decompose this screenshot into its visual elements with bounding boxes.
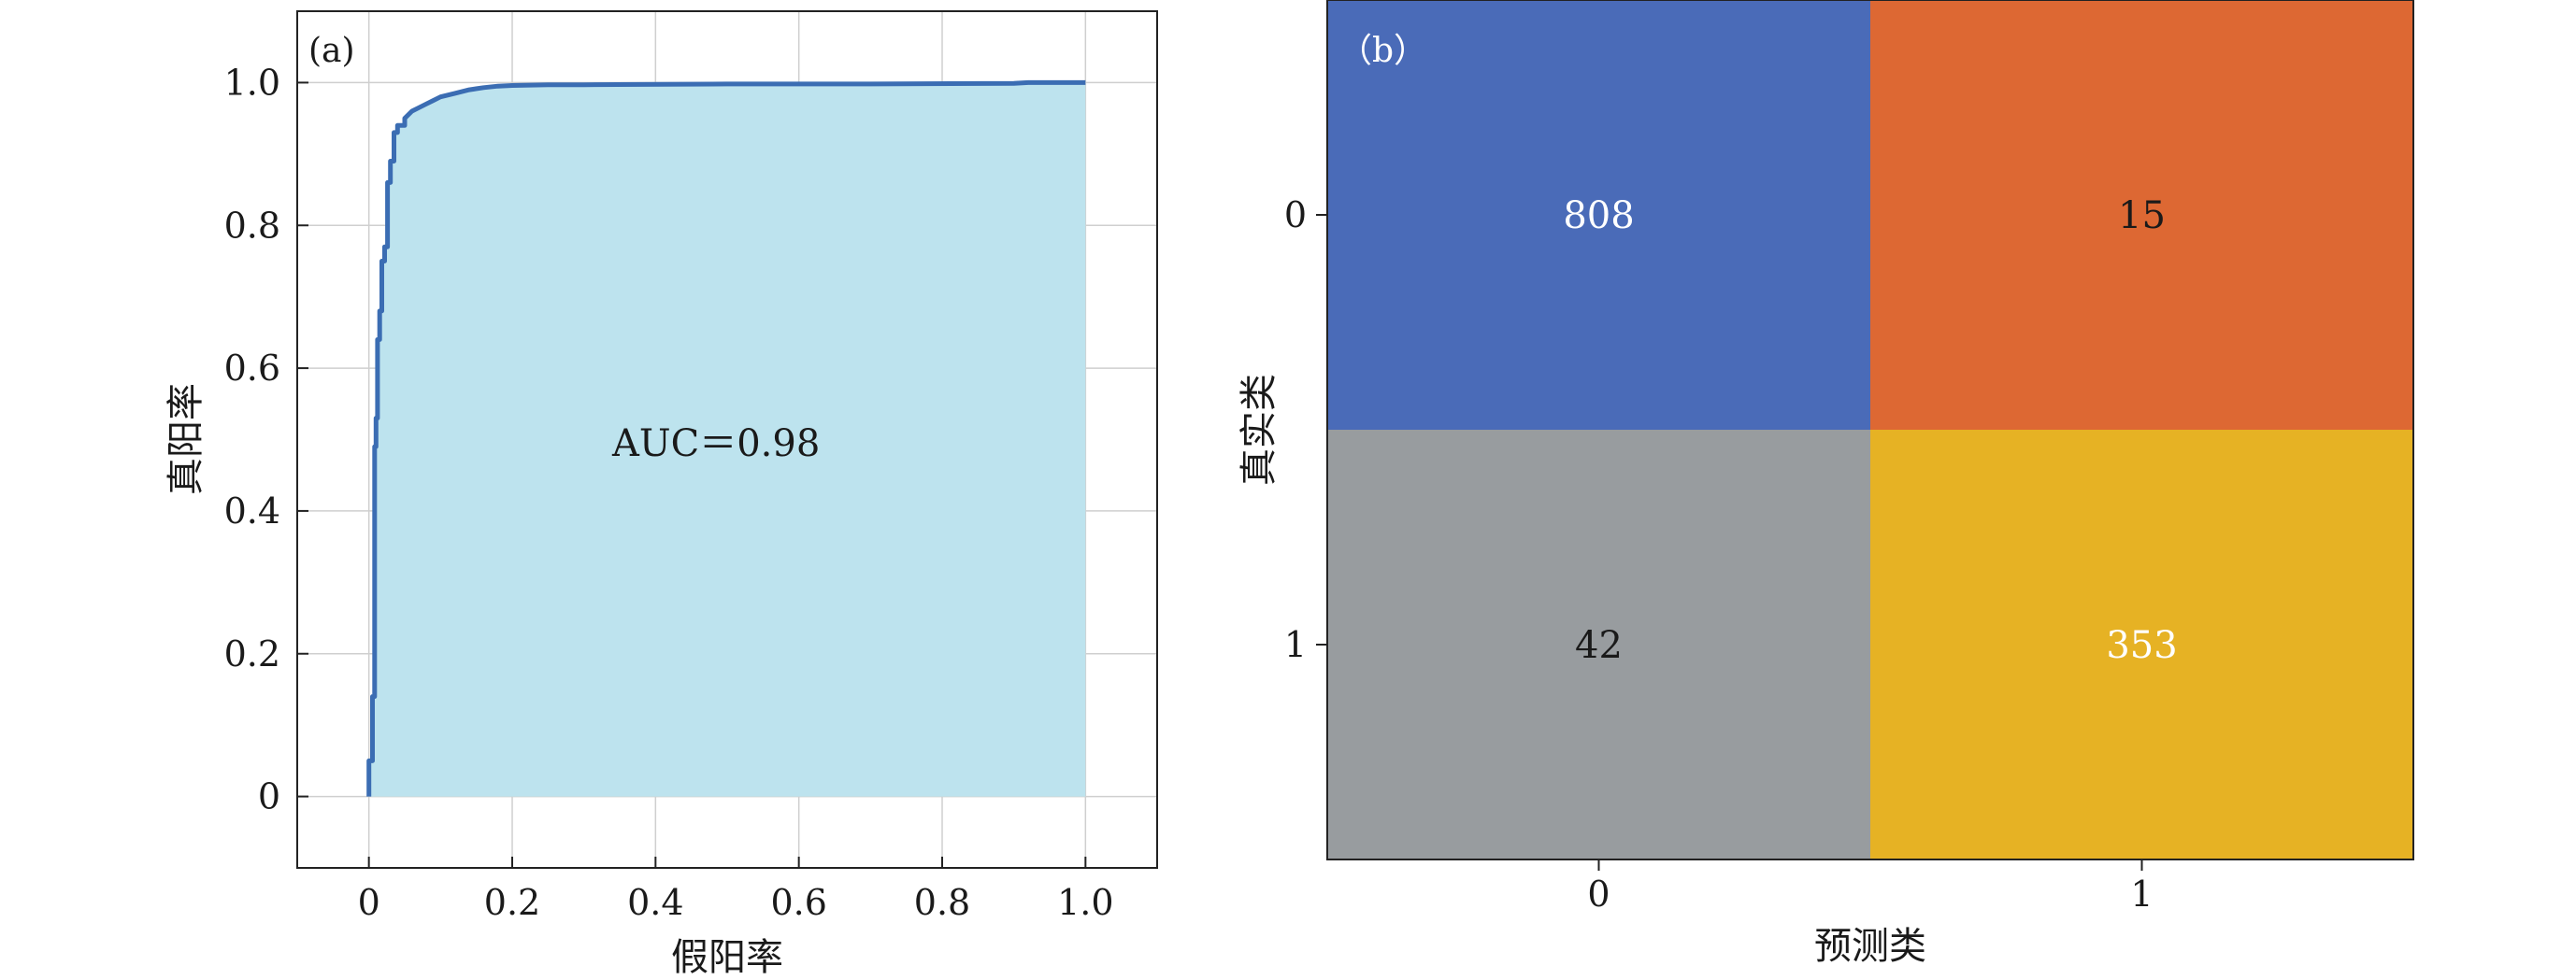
cell-true-positive: [1870, 430, 2413, 859]
roc-x-tick-label: 0.2: [484, 882, 540, 923]
roc-y-tick-label: 0: [258, 776, 280, 817]
roc-x-ticks: 0 0.2 0.4 0.6 0.8 1.0: [358, 857, 1114, 923]
roc-x-tick-label: 0: [358, 882, 380, 923]
roc-panel-label: (a): [308, 32, 355, 70]
cm-x-axis-label: 预测类: [1814, 925, 1926, 968]
cell-value-label: 42: [1575, 624, 1623, 667]
roc-panel: 0 0.2 0.4 0.6 0.8 1.0 0 0.2 0.4 0.6 0.8 1.0 (a) AU…: [165, 10, 1158, 979]
confusion-matrix-cells: 808 15 42 353: [1327, 0, 2413, 859]
cell-false-negative: [1327, 430, 1870, 859]
roc-x-tick-label: 0.8: [914, 882, 970, 923]
cell-value-label: 15: [2118, 194, 2166, 237]
cell-false-positive: [1870, 0, 2413, 430]
roc-x-axis-label: 假阳率: [671, 936, 783, 979]
roc-area: [368, 82, 1086, 797]
cm-x-tick-label: 1: [2130, 873, 2153, 915]
roc-y-tick-label: 0.4: [224, 490, 280, 532]
roc-line: [366, 79, 1086, 797]
cm-y-ticks: 01: [1284, 194, 1327, 665]
roc-y-tick-label: 1.0: [224, 62, 280, 103]
roc-y-ticks: 0 0.2 0.4 0.6 0.8 1.0: [224, 62, 308, 817]
cm-x-tick-label: 0: [1587, 873, 1610, 915]
roc-y-tick-label: 0.2: [224, 633, 280, 675]
roc-x-tick-label: 0.4: [627, 882, 683, 923]
roc-frame: [296, 10, 1158, 869]
roc-x-tick-label: 0.6: [770, 882, 826, 923]
cell-true-negative: [1327, 0, 1870, 430]
cm-y-axis-label: 真实类: [1238, 374, 1281, 486]
roc-y-tick-label: 0.6: [224, 348, 280, 389]
roc-y-tick-label: 0.8: [224, 205, 280, 246]
cm-y-tick-label: 1: [1284, 624, 1307, 665]
auc-annotation: AUC＝0.98: [611, 422, 820, 465]
cell-value-label: 808: [1563, 194, 1634, 237]
cell-value-label: 353: [2106, 624, 2177, 667]
cm-panel-label: （b）: [1338, 32, 1427, 70]
cm-frame: [1326, 0, 2414, 860]
roc-x-tick-label: 1.0: [1057, 882, 1113, 923]
cm-y-tick-label: 0: [1284, 194, 1307, 235]
roc-y-axis-label: 真阳率: [165, 383, 208, 495]
